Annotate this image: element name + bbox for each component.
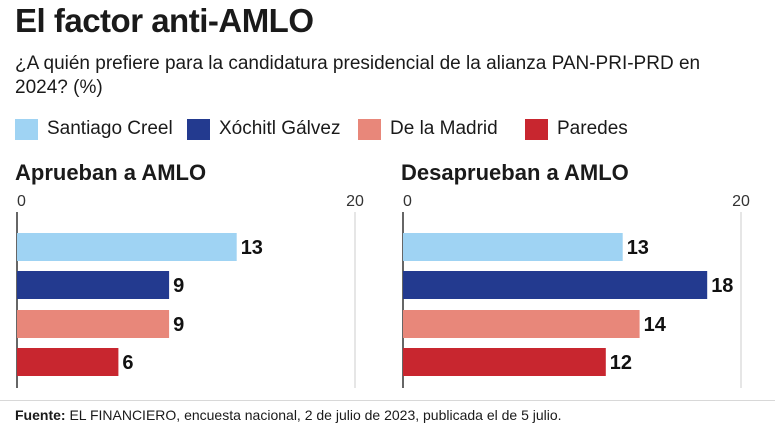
desaprueban-bar-2 <box>403 271 708 299</box>
legend-item-xochitl-galvez: Xóchitl Gálvez <box>187 117 340 141</box>
aprueban-bar-1 <box>17 233 237 261</box>
source-text: EL FINANCIERO, encuesta nacional, 2 de j… <box>69 407 562 423</box>
desaprueban-data-label: 12 <box>610 352 632 374</box>
panel-title-desaprueban: Desaprueban a AMLO <box>401 160 629 185</box>
legend-label: Xóchitl Gálvez <box>219 118 341 139</box>
legend-label: Santiago Creel <box>47 118 173 139</box>
aprueban-data-label: 13 <box>241 237 263 259</box>
footer-divider <box>0 400 775 401</box>
legend-swatch-de-la-madrid <box>358 118 381 140</box>
source-note: Fuente: EL FINANCIERO, encuesta nacional… <box>15 407 562 423</box>
aprueban-tick-label: 0 <box>17 193 26 210</box>
desaprueban-bar-3 <box>403 310 640 338</box>
desaprueban-bar-1 <box>403 233 623 261</box>
legend-swatch-xochitl-galvez <box>187 118 210 140</box>
legend-item-de-la-madrid: De la Madrid <box>358 117 498 141</box>
aprueban-data-label: 9 <box>173 314 184 336</box>
desaprueban-tick-label: 0 <box>403 193 412 210</box>
aprueban-tick-label: 20 <box>346 193 364 210</box>
panel-title-aprueban: Aprueban a AMLO <box>15 160 207 185</box>
chart-subtitle: ¿A quién prefiere para la candidatura pr… <box>15 53 701 98</box>
legend-label: Paredes <box>557 118 628 139</box>
legend-swatch-santiago-creel <box>15 118 38 140</box>
legend-item-santiago-creel: Santiago Creel <box>15 117 173 141</box>
desaprueban-tick-label: 20 <box>732 193 750 210</box>
legend-item-paredes: Paredes <box>525 117 628 141</box>
aprueban-data-label: 6 <box>122 352 133 374</box>
source-label: Fuente: <box>15 407 66 423</box>
aprueban-bar-2 <box>17 271 170 299</box>
aprueban-data-label: 9 <box>173 275 184 297</box>
legend-swatch-paredes <box>525 118 548 140</box>
desaprueban-bar-4 <box>403 348 606 376</box>
legend-label: De la Madrid <box>390 118 498 139</box>
aprueban-bar-3 <box>17 310 170 338</box>
desaprueban-data-label: 14 <box>644 314 667 336</box>
desaprueban-data-label: 13 <box>627 237 649 259</box>
aprueban-bar-4 <box>17 348 119 376</box>
legend: Santiago Creel Xóchitl Gálvez De la Madr… <box>15 117 775 141</box>
desaprueban-data-label: 18 <box>711 275 733 297</box>
chart-title: El factor anti-AMLO <box>15 2 314 39</box>
